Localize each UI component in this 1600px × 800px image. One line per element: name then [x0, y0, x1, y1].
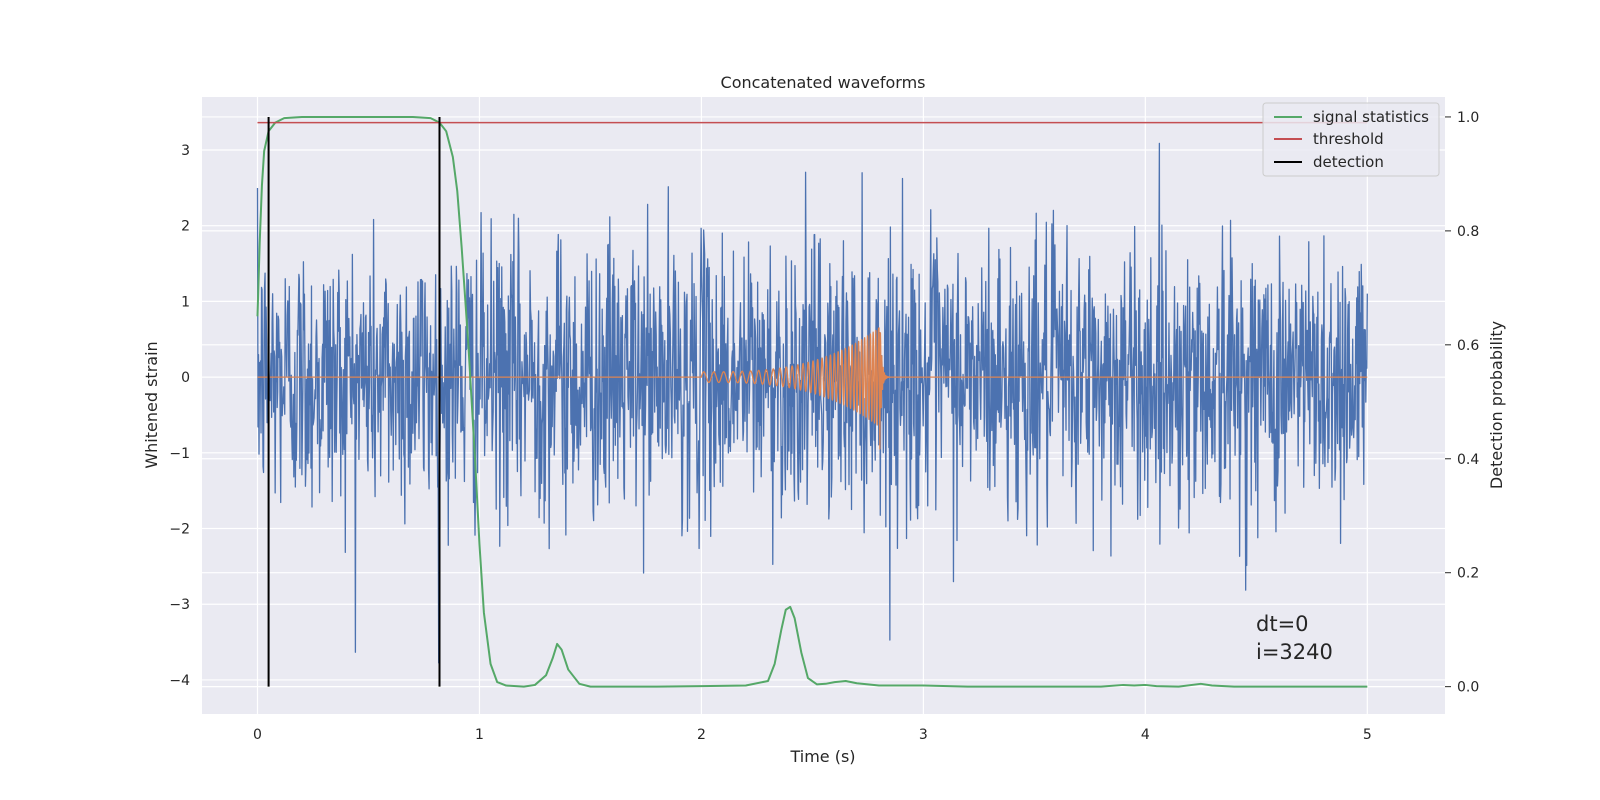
y-tick-label: −4: [169, 673, 190, 689]
legend-label-signal-statistics: signal statistics: [1313, 108, 1429, 126]
y2-tick-label: 0.8: [1457, 224, 1479, 240]
x-tick-label: 1: [475, 727, 484, 743]
y-tick-label: 1: [181, 294, 190, 310]
index-annotation: i=3240: [1256, 640, 1333, 664]
y-tick-label: −2: [169, 522, 190, 538]
x-tick-label: 4: [1141, 727, 1150, 743]
dt-annotation: dt=0: [1256, 612, 1309, 636]
strain-series-line: [256, 142, 1368, 664]
detections: [267, 116, 441, 687]
chart-title: Concatenated waveforms: [721, 73, 926, 92]
y-tick-label: 2: [181, 219, 190, 235]
x-tick-label: 2: [697, 727, 706, 743]
legend-label-threshold: threshold: [1313, 130, 1384, 148]
y2-axis-ticks: 1.0 0.8 0.6 0.4 0.2 0.0: [1445, 110, 1479, 696]
y-tick-label: 0: [181, 370, 190, 386]
y2-tick-label: 0.4: [1457, 452, 1479, 468]
y-tick-label: −3: [169, 597, 190, 613]
x-tick-label: 3: [919, 727, 928, 743]
y2-tick-label: 0.2: [1457, 566, 1479, 582]
legend-label-detection: detection: [1313, 153, 1384, 171]
legend-box: [1262, 102, 1440, 177]
x-tick-label: 0: [253, 727, 262, 743]
x-tick-label: 5: [1363, 727, 1372, 743]
y-axis-ticks: 3 2 1 0 −1 −2 −3 −4: [169, 143, 190, 689]
y-tick-label: −1: [169, 446, 190, 462]
y-tick-label: 3: [181, 143, 190, 159]
y2-tick-label: 0.0: [1457, 680, 1479, 696]
y2-axis-label: Detection probability: [1487, 321, 1506, 489]
y2-tick-label: 0.6: [1457, 338, 1479, 354]
y-axis-label: Whitened strain: [142, 341, 161, 468]
waveform-series-line: [257, 327, 1368, 450]
y2-tick-label: 1.0: [1457, 110, 1479, 126]
signal-statistics-line: [256, 115, 1368, 688]
x-axis-ticks: 0 1 2 3 4 5: [253, 727, 1372, 743]
legend: signal statistics threshold detection: [1262, 102, 1440, 177]
x-axis-label: Time (s): [789, 747, 855, 766]
